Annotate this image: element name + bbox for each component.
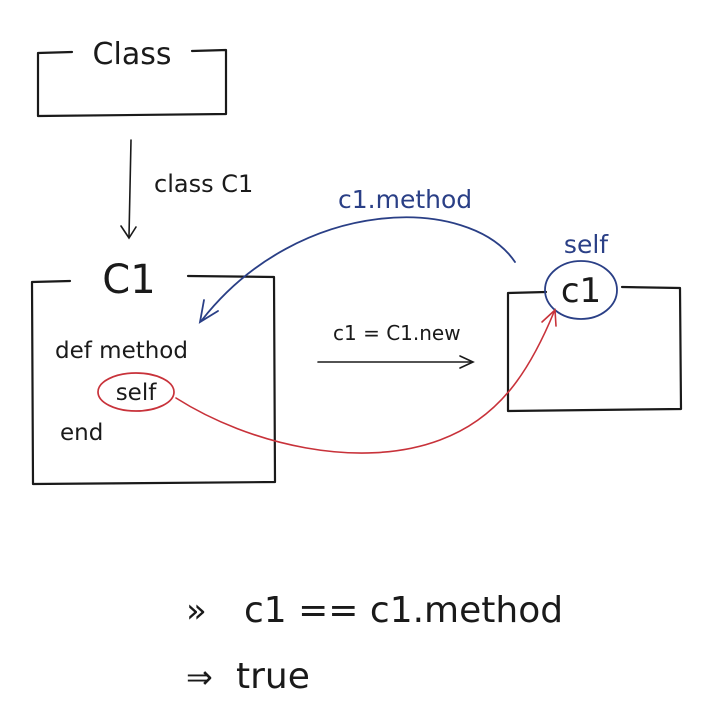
c1-box: C1 def method self end [30,257,277,486]
method-call-arrow-label: c1.method [338,185,472,214]
instance-self-label: self [564,230,609,259]
inherit-arrow-head [120,225,137,240]
self-reference-arrow-head [541,308,557,327]
instance-box: c1 self [506,230,683,413]
class-box-outline [36,48,228,118]
console-input-prompt: » [186,591,207,631]
class-box: Class [36,37,228,118]
method-call-arrow-head [198,299,219,324]
instance-arrow-head [459,355,475,369]
code-line-self: self [116,380,158,406]
code-line-end: end [60,420,103,446]
instance-box-outline [506,285,683,413]
inherit-arrow: class C1 [120,139,253,240]
instance-box-label: c1 [561,271,601,311]
c1-box-label: C1 [102,257,155,303]
method-call-arrow: c1.method [198,185,516,324]
console-output-prompt: ⇒ [186,658,213,696]
class-box-label: Class [93,37,172,72]
instance-arrow-label: c1 = C1.new [333,321,461,345]
c1-box-outline [30,274,277,486]
console: » c1 == c1.method ⇒ true [186,590,563,697]
self-reference-arrow [175,308,557,454]
self-circle-red [97,372,175,412]
method-call-arrow-curve [201,216,516,321]
console-output-value: true [236,656,310,697]
code-line-def-method: def method [55,338,188,364]
self-reference-arrow-curve [175,311,555,454]
instance-self-circle-blue [544,260,618,320]
instance-arrow: c1 = C1.new [317,321,475,369]
inherit-arrow-shaft [128,139,132,237]
inherit-arrow-label: class C1 [154,170,253,198]
console-input-expression: c1 == c1.method [244,590,563,631]
